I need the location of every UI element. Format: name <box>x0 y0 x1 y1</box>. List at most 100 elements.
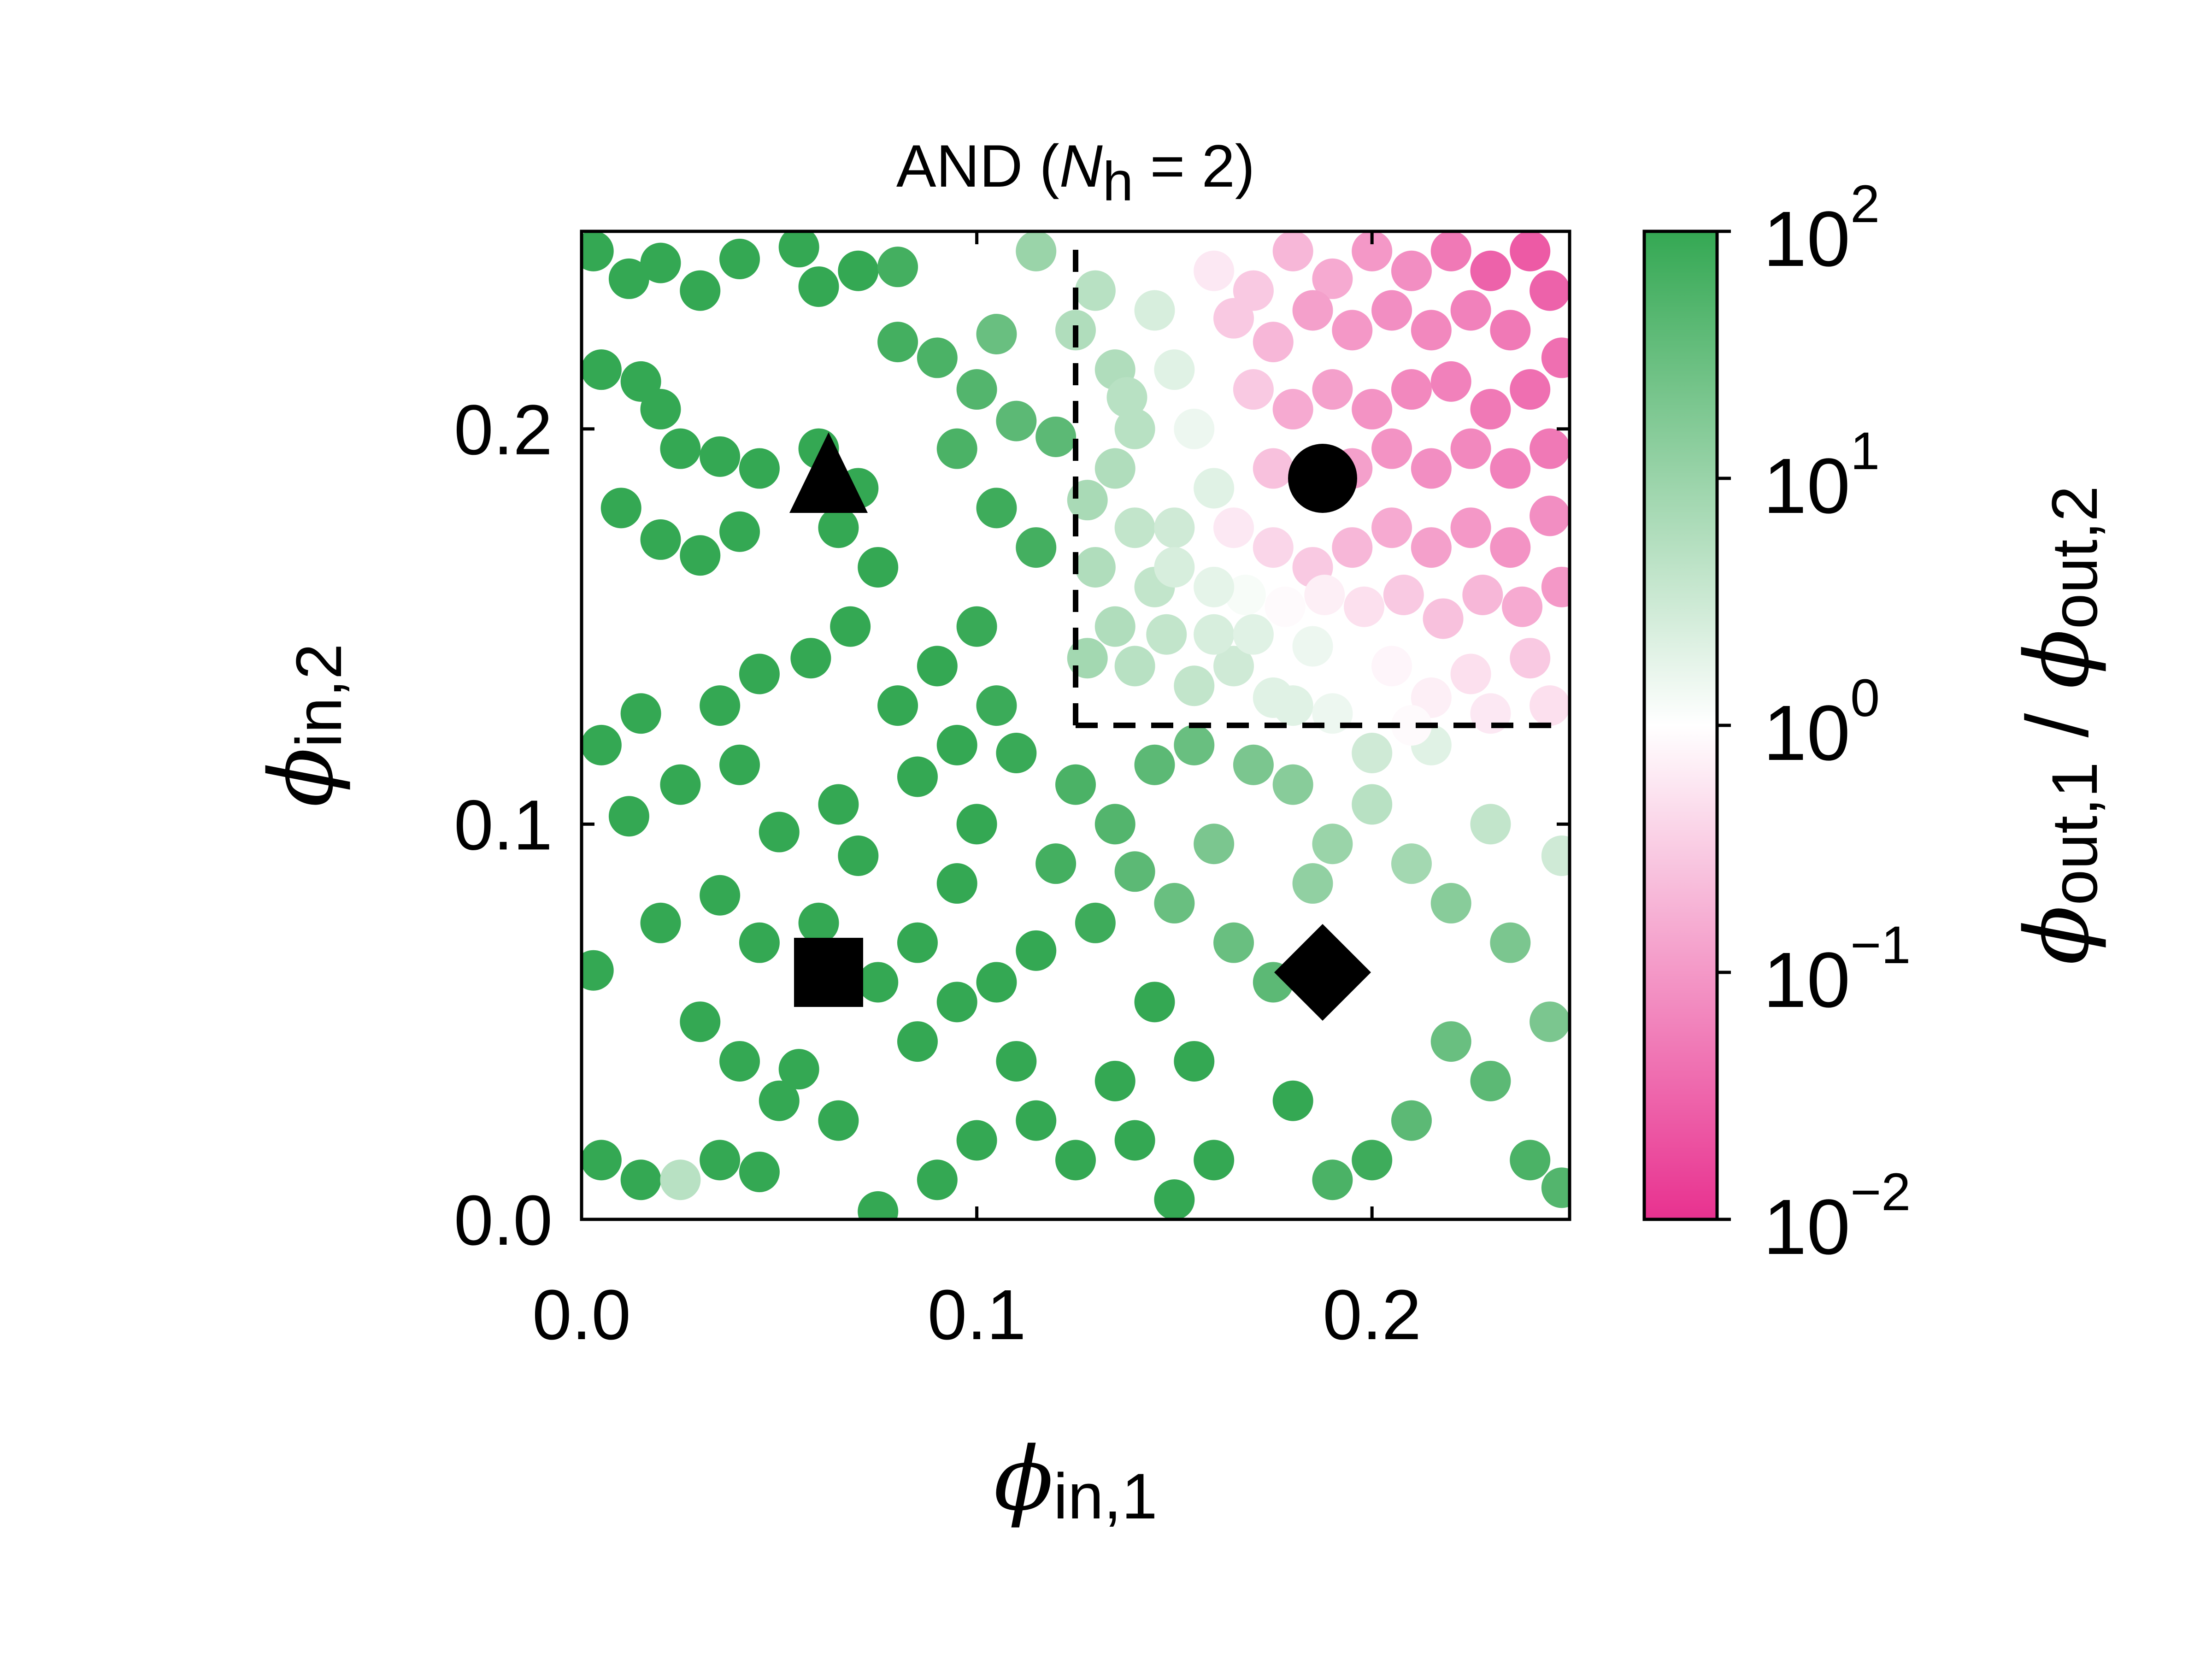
scatter-point <box>1391 705 1432 746</box>
scatter-point <box>877 322 918 363</box>
scatter-point <box>1430 231 1471 271</box>
scatter-point <box>1174 665 1215 706</box>
scatter-point <box>1075 270 1116 311</box>
scatter-point <box>1462 574 1503 615</box>
scatter-point <box>1352 733 1393 774</box>
scatter-point <box>759 812 800 853</box>
scatter-point <box>1094 606 1135 647</box>
scatter-point <box>1510 1140 1551 1181</box>
scatter-point <box>1233 369 1274 410</box>
scatter-point <box>1174 1041 1215 1082</box>
scatter-point <box>620 693 661 734</box>
scatter-point <box>1470 804 1511 845</box>
scatter-point <box>956 606 997 647</box>
x-tick-label: 0.1 <box>928 1275 1026 1354</box>
scatter-point <box>1134 290 1175 331</box>
colorbar-label: ϕout,1 / ϕout,2 <box>2006 486 2111 965</box>
scatter-point <box>818 507 859 548</box>
scatter-point <box>1213 507 1254 548</box>
scatter-point <box>1213 298 1254 339</box>
scatter-point <box>1450 653 1491 694</box>
scatter-point <box>1154 231 1195 271</box>
scatter-point <box>700 685 741 726</box>
scatter-point <box>1016 231 1057 271</box>
scatter-point <box>956 1120 997 1161</box>
scatter-point <box>897 922 938 963</box>
scatter-point <box>1272 685 1313 726</box>
scatter-point <box>1035 843 1077 884</box>
scatter-point <box>1450 428 1491 469</box>
scatter-point <box>1371 507 1412 548</box>
scatter-point <box>582 950 614 991</box>
scatter-point <box>1194 1140 1235 1181</box>
scatter-point <box>582 724 622 765</box>
scatter-point <box>640 519 681 560</box>
colorbar-tick-label: 101 <box>1763 422 1880 530</box>
scatter-point <box>897 1021 938 1062</box>
scatter-point <box>739 448 780 489</box>
scatter-point <box>1194 250 1235 291</box>
scatter-point <box>877 685 918 726</box>
scatter-point <box>917 1159 958 1200</box>
scatter-point <box>1510 638 1551 679</box>
scatter-point <box>1194 566 1235 607</box>
chart-title: AND (Nh = 2) <box>896 132 1255 212</box>
scatter-point <box>759 1080 800 1121</box>
colorbar: 102 101 100 10−1 10−2 ϕout,1 / ϕout,2 <box>1642 175 2111 1271</box>
scatter-point <box>660 428 701 469</box>
scatter-point <box>1541 337 1570 378</box>
scatter-point <box>1194 824 1235 865</box>
square-marker <box>794 938 863 1007</box>
scatter-point <box>1541 835 1570 876</box>
scatter-point <box>1490 527 1531 568</box>
scatter-point <box>600 488 641 529</box>
scatter-point <box>1332 527 1373 568</box>
scatter-point <box>1272 764 1313 805</box>
scatter-point <box>976 313 1017 354</box>
scatter-point <box>1154 882 1195 924</box>
scatter-point <box>1391 369 1432 410</box>
scatter-point <box>1134 744 1175 785</box>
scatter-point <box>608 258 649 299</box>
scatter-point <box>858 962 899 1003</box>
scatter-point <box>1213 922 1254 963</box>
scatter-point <box>640 902 681 943</box>
x-axis-label: ϕin,1 <box>994 1428 1157 1532</box>
scatter-point <box>1146 614 1187 655</box>
colorbar-tick-label: 10−2 <box>1763 1163 1911 1271</box>
scatter-point <box>1470 1060 1511 1101</box>
scatter-point <box>1430 1021 1471 1062</box>
colorbar-ticks: 102 101 100 10−1 10−2 <box>1717 175 1911 1271</box>
scatter-point <box>976 962 1017 1003</box>
scatter-point <box>1391 250 1432 291</box>
scatter-point <box>1430 882 1471 924</box>
scatter-point <box>1371 646 1412 687</box>
scatter-point <box>1253 448 1294 489</box>
scatter-point <box>1292 863 1333 904</box>
scatter-point <box>739 653 780 694</box>
scatter-point <box>1371 428 1412 469</box>
scatter-point <box>917 646 958 687</box>
scatter-point <box>838 250 879 291</box>
colorbar-gradient <box>1642 229 1719 1221</box>
scatter-point <box>1352 388 1393 429</box>
scatter-point <box>858 1191 899 1219</box>
colorbar-tick-label: 100 <box>1763 669 1880 777</box>
scatter-point <box>1272 388 1313 429</box>
scatter-point <box>996 733 1037 774</box>
colorbar-tick-label: 10−1 <box>1763 916 1911 1024</box>
scatter-point <box>1411 448 1452 489</box>
scatter-point <box>1383 574 1424 615</box>
scatter-point <box>1055 764 1096 805</box>
scatter-point <box>1253 322 1294 363</box>
x-axis-ticks: 0.0 0.1 0.2 <box>532 231 1421 1354</box>
scatter-point <box>1312 258 1353 299</box>
scatter-point <box>1114 1120 1155 1161</box>
scatter-point <box>936 982 977 1023</box>
scatter-point <box>582 231 614 271</box>
scatter-point <box>719 1041 760 1082</box>
scatter-point <box>1174 408 1215 449</box>
scatter-point <box>700 436 741 477</box>
scatter-point <box>739 1152 780 1193</box>
